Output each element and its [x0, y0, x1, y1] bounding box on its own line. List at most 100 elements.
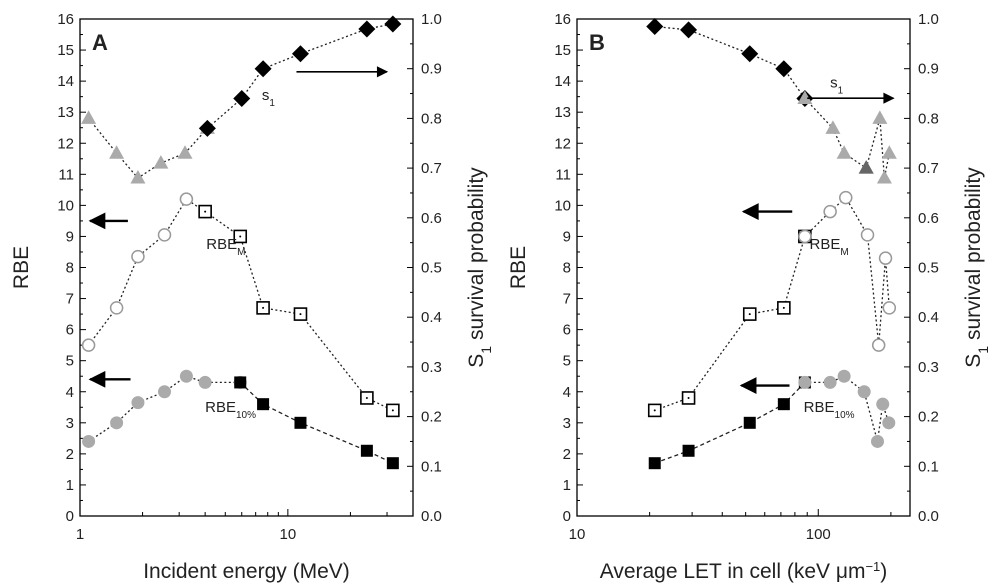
y2-axis-title-rest: survival probability: [465, 167, 488, 346]
series-5: [648, 376, 811, 470]
annotation-label: RBEM: [206, 236, 245, 257]
y2-tick-label: 0.3: [918, 359, 939, 376]
series-line-1: [206, 23, 394, 129]
series-line-3: [654, 236, 806, 412]
data-point-open-square-dot: [365, 396, 368, 399]
y-tick-label: 7: [563, 291, 571, 308]
y-tick-label: 10: [57, 197, 74, 214]
data-point-circle: [82, 434, 96, 448]
x-tick-label: 10: [280, 526, 297, 543]
y2-tick-label: 0.3: [421, 359, 442, 376]
data-point-circle: [871, 434, 885, 448]
series-1: [797, 90, 897, 184]
y-tick-label: 2: [563, 446, 571, 463]
y2-tick-label: 0.5: [918, 260, 939, 277]
data-point-square: [648, 457, 661, 470]
y-tick-label: 8: [563, 260, 571, 277]
data-point-diamond: [198, 119, 216, 137]
y-tick-label: 11: [58, 166, 74, 183]
data-point-square: [386, 457, 399, 470]
plot-frame: [576, 18, 911, 517]
data-point-open-square-dot: [239, 235, 242, 238]
data-point-square: [234, 376, 247, 389]
annotation-label: RBE10%: [804, 399, 855, 421]
series-4: [798, 190, 897, 352]
data-point-circle: [823, 375, 837, 389]
series-0: [81, 110, 215, 184]
annotation-text: s: [262, 87, 270, 104]
series-6: [798, 369, 896, 448]
y-tick-label: 16: [57, 11, 74, 28]
y2-tick-label: 0.4: [421, 309, 442, 326]
x-tick-label: 10: [569, 526, 586, 543]
y2-tick-label: 1.0: [918, 11, 939, 28]
x-axis-title-sup: −1: [865, 559, 880, 574]
y-tick-label: 2: [66, 446, 74, 463]
y-tick-label: 13: [554, 104, 571, 121]
y2-tick-label: 0.2: [918, 409, 939, 426]
data-point-open-circle: [109, 301, 124, 315]
data-point-triangle: [109, 145, 125, 159]
panel-b: 0123456789101112131415160.00.10.20.30.40…: [507, 11, 991, 583]
x-tick-label: 100: [806, 526, 831, 543]
y2-axis-title-main: S: [465, 354, 488, 368]
y-tick-label: 8: [66, 260, 74, 277]
plot-frame: [79, 18, 414, 517]
y-tick-label: 9: [66, 228, 74, 245]
y-tick-label: 4: [563, 384, 571, 401]
annotation-sub: 10%: [236, 409, 256, 420]
annotation-sub: 1: [838, 85, 844, 96]
data-point-triangle: [858, 160, 874, 174]
y-tick-label: 15: [554, 42, 571, 59]
y2-tick-label: 0.8: [421, 110, 442, 127]
data-point-circle: [131, 396, 145, 410]
y2-axis-title: S1 survival probability: [962, 167, 991, 368]
data-point-open-circle: [131, 249, 145, 264]
data-point-circle: [110, 416, 124, 430]
annotation-text: RBE: [206, 236, 237, 253]
data-point-triangle: [81, 110, 97, 124]
y-tick-label: 4: [66, 384, 74, 401]
data-point-circle: [198, 375, 212, 389]
series-0: [646, 17, 814, 108]
data-point-triangle: [797, 90, 813, 105]
annotation-text: RBE: [804, 399, 835, 416]
data-point-square: [294, 416, 307, 429]
data-point-open-circle: [798, 229, 812, 244]
data-point-square: [360, 444, 373, 457]
data-point-triangle: [825, 120, 841, 134]
data-point-triangle: [881, 145, 897, 159]
panel-label: A: [92, 30, 108, 55]
data-point-circle: [179, 369, 193, 383]
y2-tick-label: 0.0: [421, 508, 442, 525]
y-tick-label: 9: [563, 228, 571, 245]
y2-axis-title-sub: 1: [478, 346, 494, 354]
data-point-triangle: [836, 145, 852, 159]
annotation-text: RBE: [205, 399, 236, 416]
data-point-open-circle: [179, 192, 194, 206]
y2-tick-label: 0.7: [918, 160, 939, 177]
data-point-open-square-dot: [653, 409, 656, 412]
y-tick-label: 6: [563, 322, 571, 339]
series-2: [81, 192, 212, 352]
data-point-open-square-dot: [262, 306, 265, 309]
series-line-0: [88, 117, 208, 179]
x-axis-title: Average LET in cell (keV μm−1): [600, 559, 888, 584]
y-axis-title: RBE: [507, 246, 530, 289]
data-point-triangle: [177, 145, 193, 159]
y-tick-label: 11: [555, 166, 571, 183]
data-point-circle: [837, 369, 851, 383]
y2-tick-label: 0.5: [421, 260, 442, 277]
data-point-open-circle: [839, 190, 853, 205]
annotation-sub: 1: [269, 97, 275, 108]
data-point-open-circle: [81, 338, 96, 352]
data-point-open-circle: [882, 301, 897, 315]
y-tick-label: 12: [554, 135, 571, 152]
series-1: [198, 15, 402, 137]
data-point-triangle: [153, 155, 169, 169]
y2-tick-label: 0.1: [918, 458, 939, 475]
data-point-open-square-dot: [204, 210, 207, 213]
y-tick-label: 0: [66, 508, 74, 525]
x-axis-title-text: Incident energy (MeV): [143, 560, 350, 583]
